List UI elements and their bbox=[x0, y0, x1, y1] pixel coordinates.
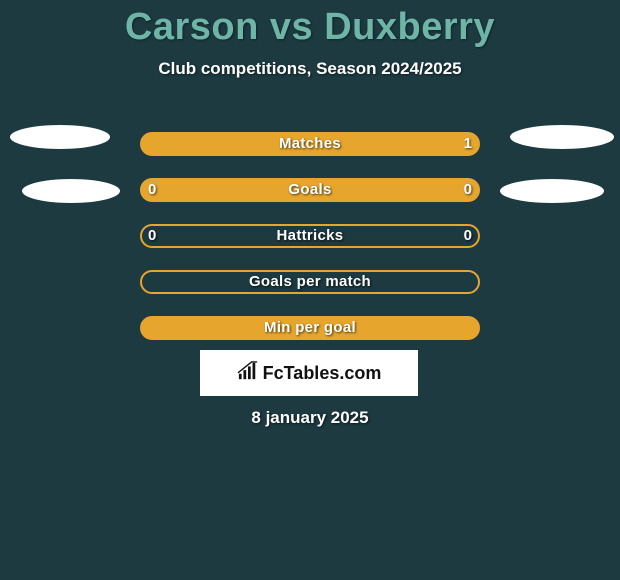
barchart-icon bbox=[237, 361, 259, 386]
stat-value-right: 0 bbox=[464, 224, 472, 248]
stat-row-matches: Matches 1 bbox=[0, 121, 620, 167]
stat-row-goals: 0 Goals 0 bbox=[0, 167, 620, 213]
stat-label: Hattricks bbox=[140, 224, 480, 248]
logo-text: FcTables.com bbox=[263, 363, 382, 384]
stat-value-right: 0 bbox=[464, 178, 472, 202]
stat-label: Goals bbox=[140, 178, 480, 202]
stat-label: Matches bbox=[140, 132, 480, 156]
stat-row-hattricks: 0 Hattricks 0 bbox=[0, 213, 620, 259]
logo-box: FcTables.com bbox=[200, 350, 418, 396]
stat-label: Goals per match bbox=[140, 270, 480, 294]
page-title: Carson vs Duxberry bbox=[0, 0, 620, 49]
date-label: 8 january 2025 bbox=[0, 408, 620, 428]
stat-value-right: 1 bbox=[464, 132, 472, 156]
stat-label: Min per goal bbox=[140, 316, 480, 340]
stats-rows: Matches 1 0 Goals 0 0 Hattricks 0 Goals … bbox=[0, 121, 620, 351]
stat-row-goals-per-match: Goals per match bbox=[0, 259, 620, 305]
stat-row-min-per-goal: Min per goal bbox=[0, 305, 620, 351]
subtitle: Club competitions, Season 2024/2025 bbox=[0, 59, 620, 79]
